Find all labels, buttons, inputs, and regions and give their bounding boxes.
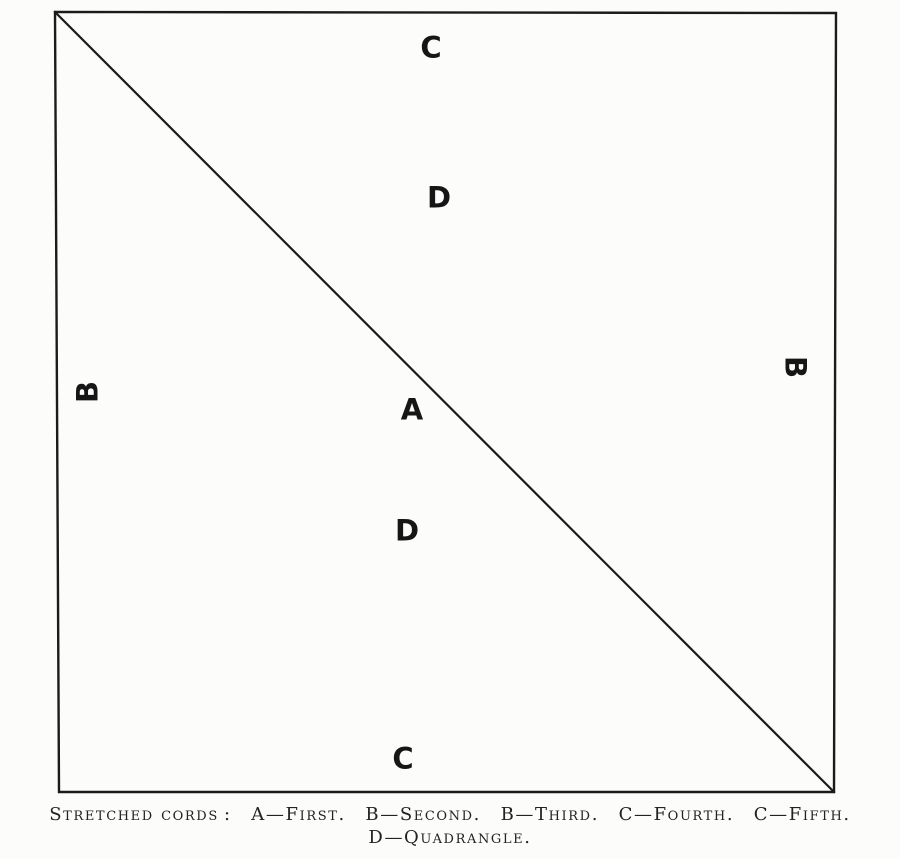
- label-c-top: C: [420, 30, 442, 65]
- diagonal-cord: [53, 10, 836, 794]
- label-d-upper: D: [426, 180, 452, 215]
- label-a-center: A: [400, 392, 424, 427]
- label-c-bottom: C: [392, 741, 414, 776]
- figure-caption-line-1: Stretched cords : A—First. B—Second. B—T…: [49, 804, 851, 825]
- label-b-left: B: [70, 380, 105, 404]
- label-d-lower: D: [394, 513, 420, 548]
- figure-caption-line-2: D—Quadrangle.: [368, 827, 532, 848]
- label-b-right: B: [778, 355, 813, 379]
